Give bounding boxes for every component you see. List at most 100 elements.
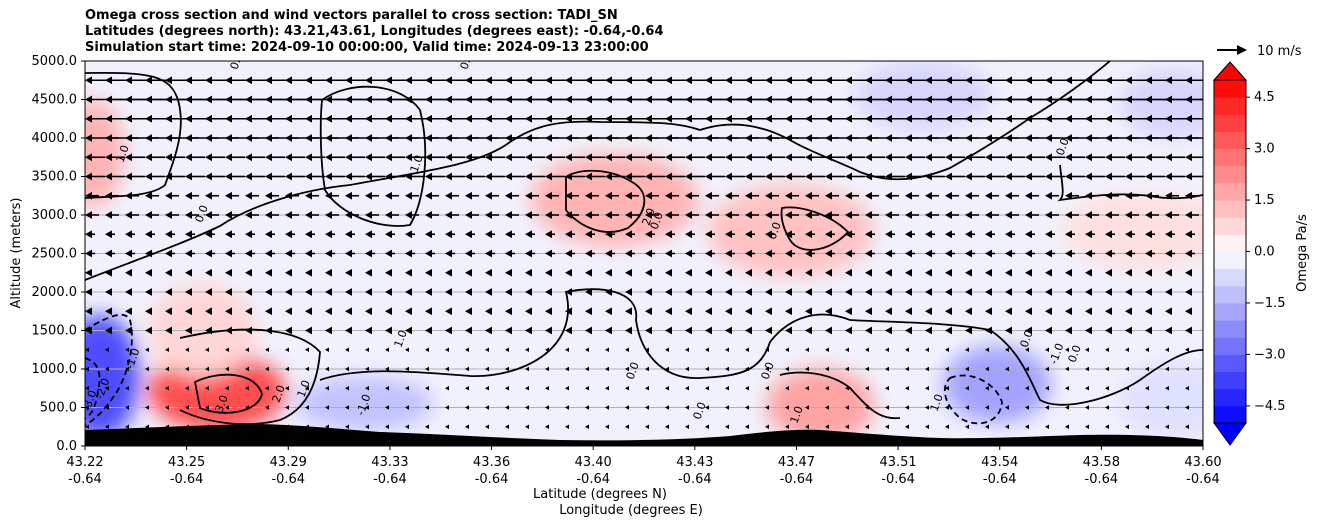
wind-vector	[965, 191, 979, 200]
wind-vector	[225, 153, 245, 162]
wind-vector	[205, 386, 209, 391]
x-axis-label-latitude: Latitude (degrees N)	[533, 487, 667, 502]
wind-vector	[945, 386, 949, 391]
wind-vector	[285, 211, 299, 219]
wind-vector	[845, 326, 852, 335]
wind-vector	[685, 288, 692, 296]
wind-vector	[185, 191, 199, 200]
wind-vector	[685, 307, 692, 316]
negative-omega-region	[942, 345, 1052, 424]
contour-label: 1.0	[928, 392, 946, 413]
wind-vector	[285, 307, 292, 316]
wind-vector	[705, 347, 709, 352]
wind-vector	[185, 249, 195, 258]
wind-vector	[925, 366, 929, 372]
wind-vector	[445, 347, 449, 352]
wind-vector	[205, 230, 215, 239]
wind-vector	[1125, 307, 1132, 316]
x-tick-latitude: 43.51	[879, 455, 916, 470]
wind-vector	[85, 405, 89, 410]
wind-vector	[85, 424, 89, 429]
wind-vector	[645, 249, 655, 258]
wind-vector	[265, 307, 272, 316]
wind-vector	[245, 153, 265, 162]
wind-vector	[545, 386, 549, 391]
x-tick-latitude: 43.58	[1083, 455, 1120, 470]
wind-vector	[565, 326, 572, 335]
wind-vector	[545, 366, 549, 372]
wind-vector	[125, 347, 129, 352]
wind-vector	[965, 326, 972, 335]
wind-vector	[665, 347, 669, 352]
wind-vector	[805, 153, 825, 162]
wind-vector	[385, 230, 395, 239]
wind-vector	[825, 347, 829, 352]
wind-vector	[505, 191, 519, 200]
wind-vector	[1165, 249, 1175, 258]
wind-vector	[85, 211, 99, 219]
y-tick-label: 1500.0	[32, 324, 78, 339]
wind-vector	[785, 172, 805, 181]
wind-vector	[105, 347, 109, 352]
contour-label: 0.0	[1066, 343, 1084, 364]
colorbar-segment	[1214, 114, 1246, 132]
contour-lines: 1.00.01.02.00.0-1.0-2.0-3.03.02.01.01.0-…	[85, 61, 1203, 426]
wind-vector	[365, 172, 385, 181]
x-tick-latitude: 43.33	[371, 455, 408, 470]
wind-vector	[625, 326, 632, 335]
wind-vector	[165, 366, 169, 372]
wind-vector	[245, 386, 249, 391]
wind-vector	[705, 424, 709, 429]
wind-vector	[245, 191, 259, 200]
wind-vector	[1065, 211, 1079, 219]
wind-vector	[665, 249, 675, 258]
wind-vector	[425, 405, 429, 410]
wind-vector	[785, 211, 799, 219]
wind-vector	[965, 172, 985, 181]
wind-vector	[85, 249, 95, 258]
wind-vector	[145, 211, 159, 219]
colorbar-label: Omega Pa/s	[1295, 214, 1310, 292]
wind-vector	[525, 211, 539, 219]
wind-vector	[925, 230, 935, 239]
y-tick-label: 5000.0	[32, 54, 78, 69]
wind-vector	[165, 191, 179, 200]
wind-vector	[245, 230, 255, 239]
wind-vector	[545, 153, 565, 162]
wind-vector	[625, 347, 629, 352]
wind-vector	[205, 288, 212, 296]
wind-vector	[685, 230, 695, 239]
wind-vector	[205, 307, 212, 316]
wind-vector	[825, 288, 832, 296]
chart-title-line-2: Latitudes (degrees north): 43.21,43.61, …	[85, 24, 664, 39]
wind-vector	[385, 172, 405, 181]
wind-vector	[1185, 191, 1199, 200]
y-tick-label: 3500.0	[32, 170, 78, 185]
colorbar-segment	[1214, 182, 1246, 201]
wind-vector	[85, 153, 105, 162]
wind-vector	[885, 386, 889, 391]
wind-vector	[325, 326, 332, 335]
wind-vector	[1005, 153, 1025, 162]
wind-vector	[605, 386, 609, 391]
wind-vector	[1185, 386, 1189, 391]
wind-vector	[445, 366, 449, 372]
x-tick-latitude: 43.43	[676, 455, 713, 470]
wind-vector	[745, 249, 755, 258]
wind-vector	[465, 211, 479, 219]
x-tick-latitude: 43.54	[981, 455, 1018, 470]
wind-vector	[605, 172, 625, 181]
wind-vector	[325, 211, 339, 219]
x-axis-label-longitude: Longitude (degrees E)	[559, 503, 703, 518]
negative-omega-region	[295, 376, 434, 431]
wind-vector	[945, 288, 952, 296]
wind-vector	[245, 326, 252, 335]
wind-vector	[985, 211, 999, 219]
colorbar-segment	[1214, 405, 1246, 424]
wind-vector	[105, 211, 119, 219]
wind-vector	[645, 288, 652, 296]
wind-vector	[205, 249, 215, 258]
wind-vector	[1125, 191, 1139, 200]
wind-vector	[625, 366, 629, 372]
wind-vector	[585, 347, 589, 352]
